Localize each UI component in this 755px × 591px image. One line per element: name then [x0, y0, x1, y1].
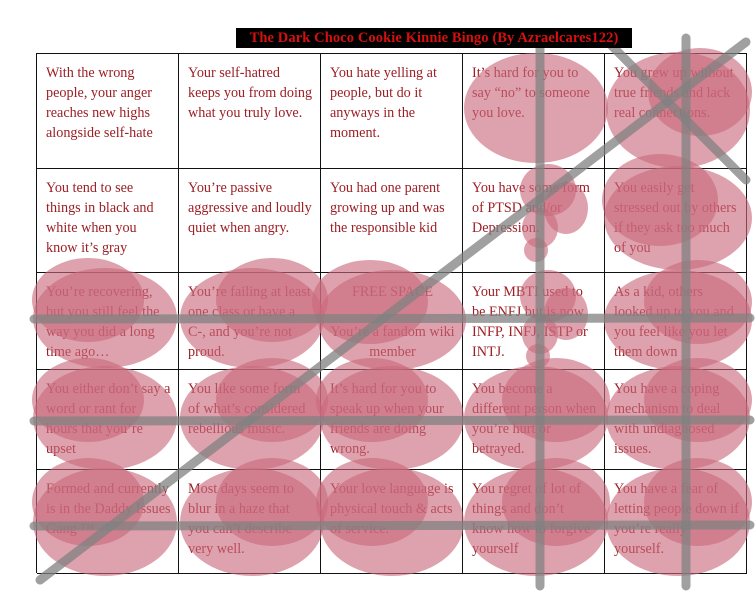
- bingo-cell-r5-c1[interactable]: Formed and currently is in the Daddy Iss…: [37, 470, 179, 574]
- bingo-cell-text: You’re recovering, but you still feel th…: [46, 284, 160, 361]
- bingo-cell-r2-c3[interactable]: You had one parent growing up and was th…: [321, 169, 463, 273]
- bingo-cell-text: It’s hard for you to speak up when your …: [330, 381, 444, 458]
- bingo-cell-text: Most days seem to blur in a haze that yo…: [188, 481, 295, 558]
- bingo-cell-text: You regret of lot of things and don’t kn…: [472, 481, 591, 558]
- bingo-cell-text: You grew up without true friends and lac…: [614, 65, 734, 122]
- bingo-cell-text: You like some form of what’s considered …: [188, 381, 306, 438]
- bingo-cell-r5-c4[interactable]: You regret of lot of things and don’t kn…: [463, 470, 605, 574]
- bingo-cell-text: Your MBTI used to be ENFJ but is now INF…: [472, 284, 588, 361]
- bingo-cell-r2-c5[interactable]: You easily get stressed out by others if…: [605, 169, 747, 273]
- bingo-cell-text: As a kid, others looked up to you and yo…: [614, 284, 734, 361]
- bingo-cell-r5-c3[interactable]: Your love language is physical touch & a…: [321, 470, 463, 574]
- bingo-cell-text: You have a coping mechanism to deal with…: [614, 381, 721, 458]
- bingo-cell-text: FREE SPACE: [351, 284, 434, 300]
- title-bar: The Dark Choco Cookie Kinnie Bingo (By A…: [236, 28, 632, 48]
- bingo-cell-text: It’s hard for you to say “no” to someone…: [472, 65, 590, 122]
- bingo-cell-text: With the wrong people, your anger reache…: [46, 65, 153, 142]
- bingo-cell-r4-c4[interactable]: You become a different person when you’r…: [463, 370, 605, 470]
- bingo-cell-r4-c3[interactable]: It’s hard for you to speak up when your …: [321, 370, 463, 470]
- bingo-cell-text: Your self-hatred keeps you from doing wh…: [188, 65, 313, 122]
- bingo-cell-r3-c1[interactable]: You’re recovering, but you still feel th…: [37, 273, 179, 370]
- bingo-cell-text: You hate yelling at people, but do it an…: [330, 65, 437, 142]
- bingo-cell-r1-c5[interactable]: You grew up without true friends and lac…: [605, 54, 747, 169]
- bingo-cell-r4-c5[interactable]: You have a coping mechanism to deal with…: [605, 370, 747, 470]
- bingo-cell-r3-c4[interactable]: Your MBTI used to be ENFJ but is now INF…: [463, 273, 605, 370]
- bingo-cell-r1-c1[interactable]: With the wrong people, your anger reache…: [37, 54, 179, 169]
- bingo-cell-text: You’re failing at least one class or hav…: [188, 284, 311, 361]
- page-title: The Dark Choco Cookie Kinnie Bingo (By A…: [249, 29, 619, 46]
- bingo-cell-text: You had one parent growing up and was th…: [330, 180, 445, 237]
- bingo-cell-r4-c1[interactable]: You either don’t say a word or rant for …: [37, 370, 179, 470]
- bingo-cell-r1-c3[interactable]: You hate yelling at people, but do it an…: [321, 54, 463, 169]
- bingo-cell-text: You have some form of PTSD and/or Depres…: [472, 180, 590, 237]
- bingo-cell-text: You easily get stressed out by others if…: [614, 180, 737, 257]
- bingo-cell-text: You become a different person when you’r…: [472, 381, 597, 458]
- bingo-cell-r4-c2[interactable]: You like some form of what’s considered …: [179, 370, 321, 470]
- bingo-cell-r5-c5[interactable]: You have a fear of letting people down i…: [605, 470, 747, 574]
- bingo-cell-r2-c2[interactable]: You’re passive aggressive and loudly qui…: [179, 169, 321, 273]
- bingo-cell-text: You’re passive aggressive and loudly qui…: [188, 180, 312, 237]
- bingo-cell-text: You tend to see things in black and whit…: [46, 180, 154, 257]
- bingo-cell-r3-c2[interactable]: You’re failing at least one class or hav…: [179, 273, 321, 370]
- bingo-cell-text: Formed and currently is in the Daddy Iss…: [46, 481, 171, 538]
- bingo-cell-subtext: You’re a fandom wiki member: [330, 324, 455, 361]
- bingo-cell-r2-c1[interactable]: You tend to see things in black and whit…: [37, 169, 179, 273]
- bingo-cell-text: Your love language is physical touch & a…: [330, 481, 454, 538]
- bingo-cell-r1-c2[interactable]: Your self-hatred keeps you from doing wh…: [179, 54, 321, 169]
- bingo-cell-text: You have a fear of letting people down i…: [614, 481, 739, 558]
- bingo-cell-text: You either don’t say a word or rant for …: [46, 381, 171, 458]
- bingo-cell-r2-c4[interactable]: You have some form of PTSD and/or Depres…: [463, 169, 605, 273]
- bingo-cell-r1-c4[interactable]: It’s hard for you to say “no” to someone…: [463, 54, 605, 169]
- bingo-cell-r3-c5[interactable]: As a kid, others looked up to you and yo…: [605, 273, 747, 370]
- bingo-cell-r3-c3[interactable]: FREE SPACE You’re a fandom wiki member: [321, 273, 463, 370]
- bingo-cell-r5-c2[interactable]: Most days seem to blur in a haze that yo…: [179, 470, 321, 574]
- bingo-grid: With the wrong people, your anger reache…: [36, 53, 747, 574]
